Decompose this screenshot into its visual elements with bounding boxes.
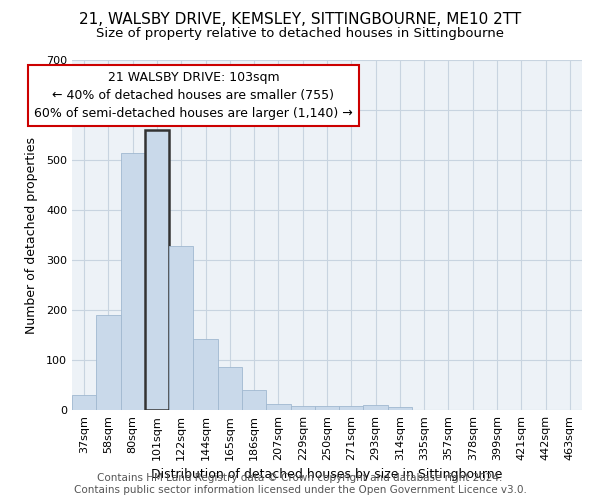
Bar <box>242 390 266 410</box>
Bar <box>145 130 169 410</box>
Bar <box>266 404 290 410</box>
Bar <box>193 338 218 410</box>
Bar <box>72 395 96 410</box>
Bar <box>96 315 121 410</box>
Bar <box>290 406 315 410</box>
Bar <box>364 405 388 410</box>
Text: 21, WALSBY DRIVE, KEMSLEY, SITTINGBOURNE, ME10 2TT: 21, WALSBY DRIVE, KEMSLEY, SITTINGBOURNE… <box>79 12 521 28</box>
Bar <box>315 406 339 410</box>
Bar <box>388 407 412 410</box>
Y-axis label: Number of detached properties: Number of detached properties <box>25 136 38 334</box>
Text: Contains HM Land Registry data © Crown copyright and database right 2024.
Contai: Contains HM Land Registry data © Crown c… <box>74 474 526 495</box>
X-axis label: Distribution of detached houses by size in Sittingbourne: Distribution of detached houses by size … <box>151 468 503 481</box>
Bar <box>169 246 193 410</box>
Bar <box>121 152 145 410</box>
Bar <box>218 366 242 410</box>
Bar <box>339 406 364 410</box>
Text: 21 WALSBY DRIVE: 103sqm
← 40% of detached houses are smaller (755)
60% of semi-d: 21 WALSBY DRIVE: 103sqm ← 40% of detache… <box>34 71 353 120</box>
Text: Size of property relative to detached houses in Sittingbourne: Size of property relative to detached ho… <box>96 28 504 40</box>
